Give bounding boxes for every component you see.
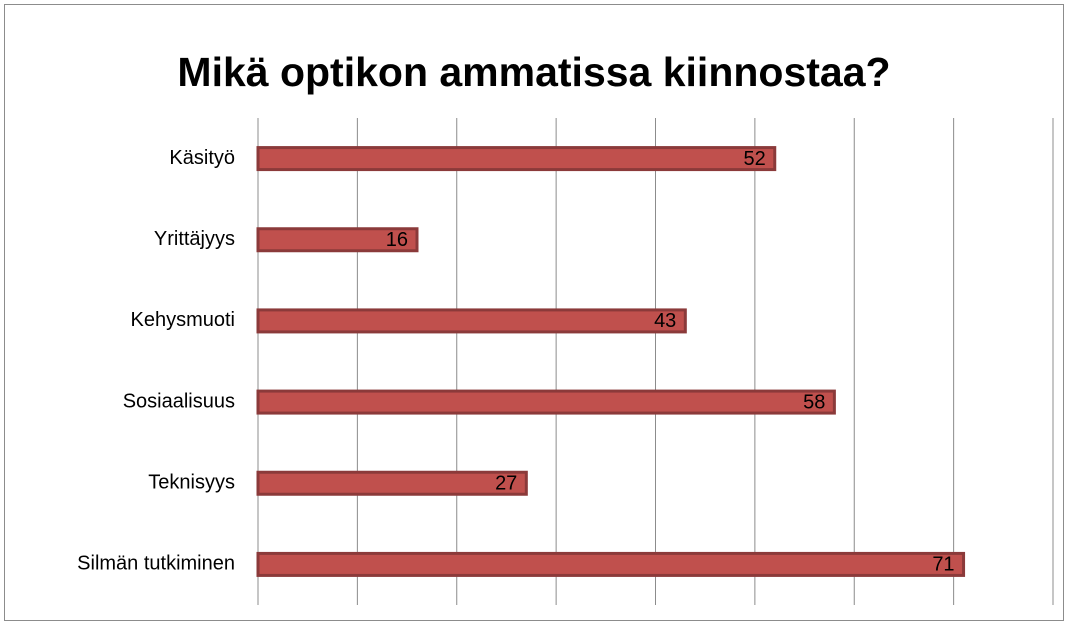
data-label: 27 xyxy=(495,473,517,495)
bar xyxy=(256,551,966,577)
data-label: 58 xyxy=(803,391,825,413)
y-tick-label: Kehysmuoti xyxy=(131,309,236,331)
y-tick-label: Käsityö xyxy=(169,147,235,169)
y-tick-label: Teknisyys xyxy=(148,472,235,494)
data-label: 52 xyxy=(744,148,766,170)
y-tick-label: Sosiaalisuus xyxy=(123,390,235,412)
bar xyxy=(256,389,836,415)
y-tick-label: Yrittäjyys xyxy=(154,228,235,250)
bar xyxy=(256,227,419,253)
y-tick-label: Silmän tutkiminen xyxy=(77,553,235,575)
bar xyxy=(256,308,687,334)
bar xyxy=(256,146,777,172)
data-label: 16 xyxy=(386,229,408,251)
chart-title: Mikä optikon ammatissa kiinnostaa? xyxy=(177,49,890,95)
data-label: 43 xyxy=(654,310,676,332)
data-label: 71 xyxy=(932,554,954,576)
bar xyxy=(256,470,528,496)
